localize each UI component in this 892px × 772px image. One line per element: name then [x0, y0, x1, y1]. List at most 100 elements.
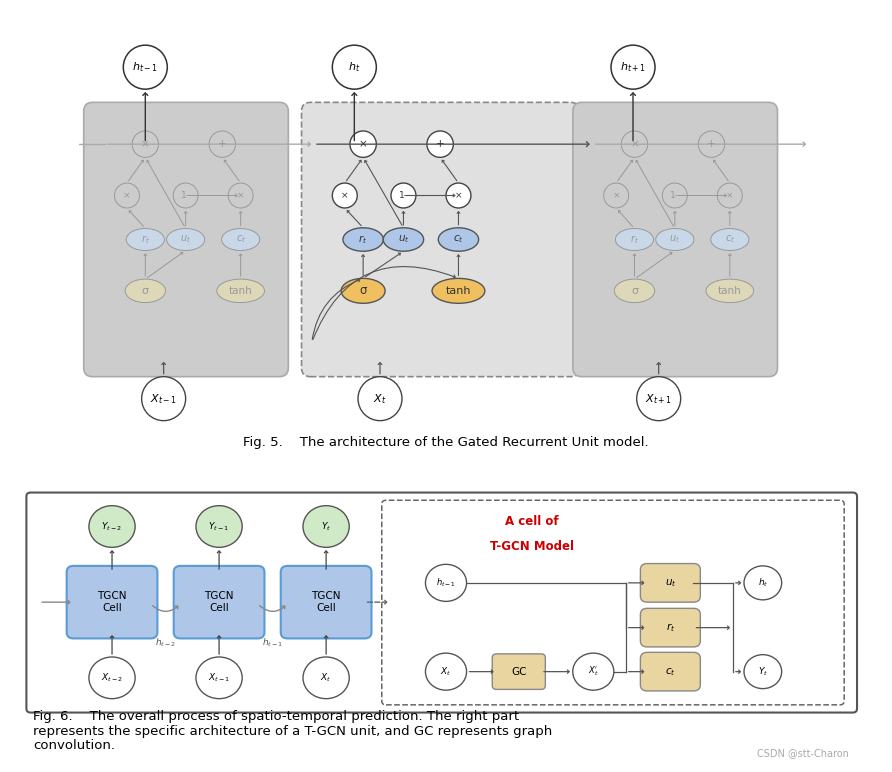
Ellipse shape	[142, 377, 186, 421]
Text: +: +	[707, 139, 715, 149]
Ellipse shape	[221, 229, 260, 250]
Text: $u_t$: $u_t$	[669, 234, 681, 245]
Ellipse shape	[711, 229, 749, 250]
Text: TGCN
Cell: TGCN Cell	[204, 591, 234, 613]
Ellipse shape	[663, 183, 688, 208]
Ellipse shape	[127, 229, 164, 250]
Text: T-GCN Model: T-GCN Model	[490, 540, 574, 553]
Ellipse shape	[637, 377, 681, 421]
Text: ×: ×	[341, 191, 349, 200]
Ellipse shape	[706, 279, 754, 303]
Ellipse shape	[89, 657, 136, 699]
FancyBboxPatch shape	[640, 608, 700, 647]
Text: $Y_{t-1}$: $Y_{t-1}$	[209, 520, 229, 533]
Text: $h_t$: $h_t$	[757, 577, 768, 589]
Ellipse shape	[196, 657, 243, 699]
Ellipse shape	[604, 183, 629, 208]
Text: σ: σ	[142, 286, 149, 296]
Text: $h_{t-2}$: $h_{t-2}$	[155, 636, 177, 648]
Ellipse shape	[228, 183, 253, 208]
Text: $c_t$: $c_t$	[665, 665, 676, 678]
Text: convolution.: convolution.	[33, 740, 115, 752]
Text: $h_t$: $h_t$	[348, 60, 360, 74]
Text: +: +	[218, 139, 227, 149]
Ellipse shape	[432, 279, 485, 303]
Text: $X_t$: $X_t$	[441, 665, 451, 678]
Ellipse shape	[333, 45, 376, 89]
Text: Fig. 6.    The overall process of spatio-temporal prediction. The right part: Fig. 6. The overall process of spatio-te…	[33, 710, 519, 723]
Text: ×: ×	[455, 191, 462, 200]
Text: $Y_{t-2}$: $Y_{t-2}$	[102, 520, 122, 533]
Text: $r_t$: $r_t$	[359, 233, 368, 246]
Text: ×: ×	[359, 139, 368, 149]
Ellipse shape	[425, 653, 467, 690]
Ellipse shape	[717, 183, 742, 208]
Text: +: +	[436, 139, 444, 149]
Ellipse shape	[656, 229, 694, 250]
Ellipse shape	[438, 228, 479, 251]
Ellipse shape	[615, 229, 654, 250]
Text: 1-: 1-	[670, 191, 680, 200]
Ellipse shape	[132, 131, 159, 157]
Ellipse shape	[123, 45, 168, 89]
Ellipse shape	[425, 564, 467, 601]
Ellipse shape	[341, 279, 385, 303]
Text: 1-: 1-	[399, 191, 408, 200]
Text: tanh: tanh	[718, 286, 742, 296]
Text: $h_{t-1}$: $h_{t-1}$	[436, 577, 456, 589]
Text: $X_{t+1}$: $X_{t+1}$	[645, 391, 673, 405]
Ellipse shape	[167, 229, 204, 250]
Ellipse shape	[427, 131, 453, 157]
Ellipse shape	[615, 279, 655, 303]
FancyBboxPatch shape	[301, 103, 580, 377]
Text: A cell of: A cell of	[505, 515, 558, 527]
Ellipse shape	[611, 45, 655, 89]
FancyBboxPatch shape	[640, 652, 700, 691]
Text: $c_t$: $c_t$	[453, 234, 464, 245]
Ellipse shape	[358, 377, 402, 421]
Text: $X_t$: $X_t$	[320, 672, 332, 684]
Text: $u_t$: $u_t$	[180, 234, 191, 245]
Text: 1-: 1-	[181, 191, 190, 200]
Text: $X_{t-1}$: $X_{t-1}$	[208, 672, 230, 684]
Text: $X_{t-2}$: $X_{t-2}$	[101, 672, 123, 684]
Text: TGCN
Cell: TGCN Cell	[311, 591, 341, 613]
Ellipse shape	[114, 183, 139, 208]
Text: represents the specific architecture of a T-GCN unit, and GC represents graph: represents the specific architecture of …	[33, 725, 552, 737]
Text: ×: ×	[141, 139, 150, 149]
Text: Fig. 5.    The architecture of the Gated Recurrent Unit model.: Fig. 5. The architecture of the Gated Re…	[244, 436, 648, 449]
Text: $c_t$: $c_t$	[235, 234, 246, 245]
Ellipse shape	[573, 653, 614, 690]
Ellipse shape	[196, 506, 243, 547]
Text: ×: ×	[726, 191, 733, 200]
Text: ×: ×	[237, 191, 244, 200]
Text: tanh: tanh	[446, 286, 471, 296]
Ellipse shape	[303, 506, 350, 547]
FancyBboxPatch shape	[67, 566, 157, 638]
FancyBboxPatch shape	[640, 564, 700, 602]
Text: $X_t'$: $X_t'$	[588, 665, 599, 679]
Text: $u_t$: $u_t$	[665, 577, 676, 589]
Ellipse shape	[384, 228, 424, 251]
Ellipse shape	[303, 657, 350, 699]
Ellipse shape	[391, 183, 416, 208]
Text: ×: ×	[630, 139, 639, 149]
Ellipse shape	[209, 131, 235, 157]
Text: σ: σ	[631, 286, 638, 296]
FancyBboxPatch shape	[84, 103, 288, 377]
Text: TGCN
Cell: TGCN Cell	[97, 591, 127, 613]
FancyBboxPatch shape	[174, 566, 264, 638]
Ellipse shape	[89, 506, 136, 547]
Ellipse shape	[333, 183, 358, 208]
FancyBboxPatch shape	[573, 103, 778, 377]
Ellipse shape	[217, 279, 265, 303]
Text: $r_t$: $r_t$	[665, 621, 675, 634]
Ellipse shape	[744, 566, 781, 600]
Text: $X_t$: $X_t$	[373, 391, 387, 405]
Text: GC: GC	[511, 667, 526, 676]
FancyBboxPatch shape	[281, 566, 371, 638]
Text: σ: σ	[359, 284, 367, 297]
Ellipse shape	[744, 655, 781, 689]
Ellipse shape	[698, 131, 724, 157]
Text: $X_{t-1}$: $X_{t-1}$	[150, 391, 178, 405]
